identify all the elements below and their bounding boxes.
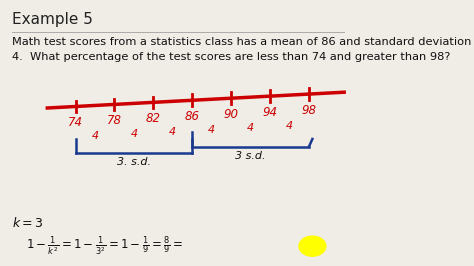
- Text: 98: 98: [301, 104, 316, 117]
- Text: Example 5: Example 5: [12, 12, 93, 27]
- Text: 74: 74: [68, 116, 83, 129]
- Text: 4: 4: [286, 121, 293, 131]
- Text: 3 s.d.: 3 s.d.: [235, 151, 266, 161]
- Text: 90: 90: [224, 108, 238, 121]
- Text: 4: 4: [208, 125, 215, 135]
- Text: 4: 4: [91, 131, 99, 141]
- Text: 3. s.d.: 3. s.d.: [117, 157, 151, 167]
- Text: 4: 4: [247, 123, 254, 133]
- Text: 4: 4: [169, 127, 176, 137]
- Text: 86: 86: [185, 110, 200, 123]
- Text: $1 - \frac{1}{k^2} = 1 - \frac{1}{3^2} = 1 - \frac{1}{9} = \frac{8}{9} =$: $1 - \frac{1}{k^2} = 1 - \frac{1}{3^2} =…: [26, 235, 183, 258]
- Text: 4: 4: [130, 129, 137, 139]
- Text: Math test scores from a statistics class has a mean of 86 and standard deviation: Math test scores from a statistics class…: [12, 37, 474, 62]
- Text: $k = 3$: $k = 3$: [12, 216, 44, 230]
- Text: 94: 94: [263, 106, 277, 119]
- Circle shape: [299, 236, 326, 256]
- Text: 82: 82: [146, 112, 161, 125]
- Text: 78: 78: [107, 114, 122, 127]
